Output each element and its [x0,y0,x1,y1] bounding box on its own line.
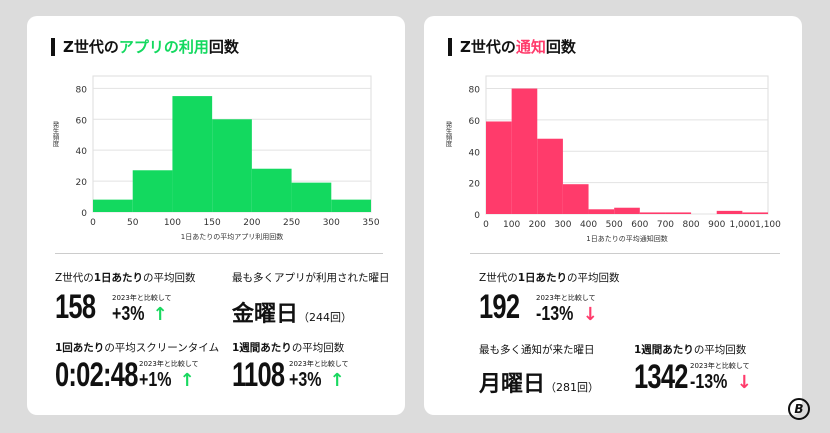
y-tick-label: 0 [81,209,87,219]
y-axis-label: 発生頻度 [51,120,59,149]
y-tick-label: 80 [469,86,481,96]
arrow-down-icon: ↓ [736,372,752,393]
comparison: 2023年と比較して -13% ↓ [690,362,752,393]
comparison: 2023年と比較して -13% ↓ [536,294,598,325]
top-day-value: 月曜日（281回） [479,372,600,397]
y-tick-label: 0 [474,211,480,221]
x-tick-label: 50 [127,218,139,228]
stat-label: 1週間あたりの平均回数 [634,344,747,356]
card-title: Z世代の通知回数 [448,38,576,56]
y-tick-label: 40 [76,147,88,157]
x-tick-label: 800 [682,220,699,230]
screen-time-value: 0:02:48 [55,356,138,394]
top-day-value: 金曜日（244回） [232,302,353,327]
x-tick-label: 700 [657,220,674,230]
x-tick-label: 200 [243,218,260,228]
x-tick-label: 250 [283,218,300,228]
x-tick-label: 0 [90,218,96,228]
histogram-bar [511,88,538,214]
histogram-bar [742,212,768,214]
y-tick-label: 60 [469,117,481,127]
histogram-bar [665,212,692,214]
app-usage-card: Z世代のアプリの利用回数 0 20 40 60 80 0 50 100 150 200 250 300… [27,16,405,415]
daily-avg-value: 158 [55,288,96,326]
daily-avg-value: 192 [479,288,520,326]
histogram-bar [212,119,252,212]
x-tick-label: 1,000 [729,220,755,230]
comparison: 2023年と比較して +3% ↑ [289,360,349,391]
x-tick-label: 500 [606,220,623,230]
y-axis-label: 発生頻度 [444,120,452,149]
histogram-bar [251,168,292,212]
histogram-bar [486,121,512,214]
histogram-bar [331,199,371,212]
histogram-bar [562,184,589,214]
comparison: 2023年と比較して +1% ↑ [139,360,199,391]
x-tick-label: 900 [708,220,725,230]
comparison: 2023年と比較して +3% ↑ [112,294,172,325]
histogram-bar [588,209,615,214]
x-tick-label: 600 [631,220,648,230]
x-tick-label: 100 [164,218,181,228]
y-tick-label: 60 [76,116,88,126]
x-tick-label: 100 [503,220,520,230]
histogram-bar [172,96,213,212]
x-axis-label: 1日あたりの平均通知回数 [586,234,667,243]
app-usage-histogram: 0 20 40 60 80 0 50 100 150 200 250 300 350 1日あたりの平均アプ… [51,75,380,241]
x-tick-label: 0 [483,220,489,230]
divider [470,253,780,254]
histogram-bar [716,210,743,214]
arrow-up-icon: ↑ [179,370,195,391]
stat-label: 最も多くアプリが利用された曜日 [232,272,390,284]
y-tick-label: 80 [76,85,88,95]
x-axis-label: 1日あたりの平均アプリ利用回数 [181,232,283,241]
y-tick-label: 20 [76,178,88,188]
histogram-bar [614,207,640,214]
weekly-avg-value: 1108 [232,356,285,394]
y-tick-label: 20 [469,180,481,190]
histogram-bar [93,199,133,212]
y-tick-label: 40 [469,148,481,158]
histogram-bar [537,138,563,214]
notification-card: Z世代の通知回数 0 20 40 60 80 0 100 200 300 400 500 600 700… [424,16,802,415]
stat-label: Z世代の1日あたりの平均回数 [55,272,196,284]
arrow-up-icon: ↑ [152,304,168,325]
x-tick-label: 300 [554,220,571,230]
histogram-bar [132,170,173,212]
x-tick-label: 200 [529,220,546,230]
x-tick-label: 350 [362,218,379,228]
card-title: Z世代のアプリの利用回数 [51,38,239,56]
x-tick-label: 150 [204,218,221,228]
histogram-bar [639,212,666,214]
stat-label: 1回あたりの平均スクリーンタイム [55,342,220,354]
arrow-down-icon: ↓ [582,304,598,325]
arrow-up-icon: ↑ [329,370,345,391]
stat-label: 最も多く通知が来た曜日 [479,344,595,356]
histogram-bar [291,182,332,212]
x-tick-label: 300 [323,218,340,228]
brand-logo: B [788,398,810,420]
stat-label: 1週間あたりの平均回数 [232,342,345,354]
divider [55,253,383,254]
weekly-avg-value: 1342 [634,358,688,396]
x-tick-label: 1,100 [755,220,781,230]
x-tick-label: 400 [580,220,597,230]
stat-label: Z世代の1日あたりの平均回数 [479,272,620,284]
